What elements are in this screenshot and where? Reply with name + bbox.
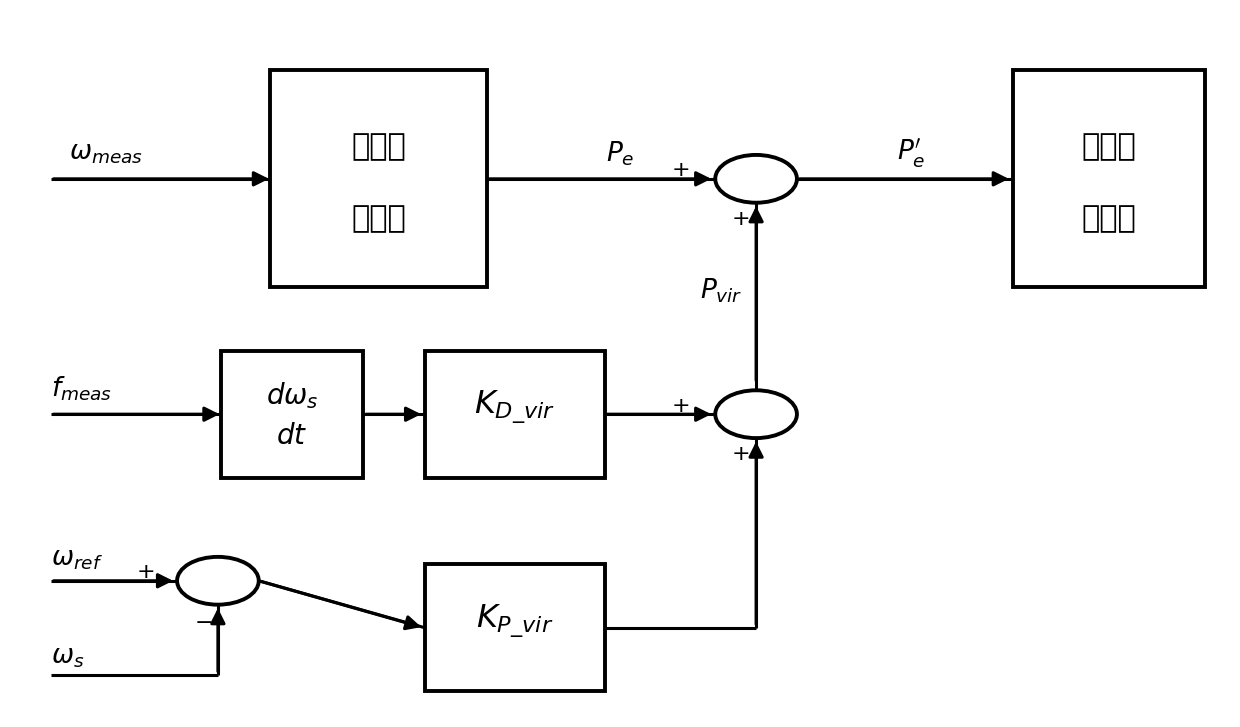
Bar bbox=[270, 71, 487, 287]
Bar bbox=[425, 351, 605, 478]
Circle shape bbox=[715, 390, 797, 438]
Text: $\omega_s$: $\omega_s$ bbox=[51, 644, 84, 670]
Circle shape bbox=[715, 155, 797, 203]
Circle shape bbox=[177, 557, 259, 605]
Text: 踪模块: 踪模块 bbox=[351, 204, 407, 233]
Bar bbox=[221, 351, 363, 478]
Text: $K_{D\_vir}$: $K_{D\_vir}$ bbox=[474, 388, 556, 425]
Text: $f_{meas}$: $f_{meas}$ bbox=[51, 374, 112, 403]
Text: 变频器: 变频器 bbox=[1081, 204, 1136, 233]
Text: +: + bbox=[732, 444, 750, 464]
Text: $\omega_{ref}$: $\omega_{ref}$ bbox=[51, 546, 103, 572]
Bar bbox=[1013, 71, 1204, 287]
Text: +: + bbox=[671, 395, 689, 416]
Text: $d\omega_s$: $d\omega_s$ bbox=[265, 381, 319, 411]
Text: 转子侧: 转子侧 bbox=[1081, 132, 1136, 161]
Text: $-$: $-$ bbox=[193, 611, 212, 630]
Text: $P_{vir}$: $P_{vir}$ bbox=[701, 277, 743, 305]
Text: +: + bbox=[732, 209, 750, 229]
Text: $dt$: $dt$ bbox=[277, 422, 308, 450]
Text: $P_e$: $P_e$ bbox=[606, 140, 634, 168]
Text: $P_e^{\prime}$: $P_e^{\prime}$ bbox=[897, 137, 925, 170]
Text: 功率跟: 功率跟 bbox=[351, 132, 407, 161]
Text: $\omega_{meas}$: $\omega_{meas}$ bbox=[69, 140, 144, 166]
Bar bbox=[425, 564, 605, 691]
Text: $K_{P\_vir}$: $K_{P\_vir}$ bbox=[476, 602, 553, 639]
Text: +: + bbox=[671, 160, 689, 180]
Text: +: + bbox=[136, 562, 155, 582]
